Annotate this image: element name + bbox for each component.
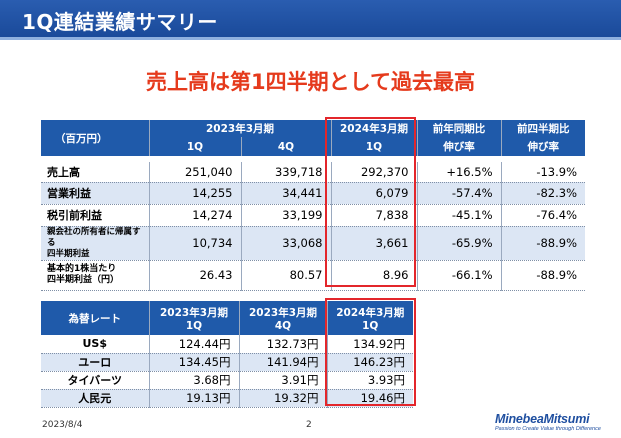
fx-col3-header: 2024年3月期 1Q — [327, 301, 413, 335]
fx-col2-line1: 2023年3月期 — [248, 306, 318, 319]
row-label-line1: 親会社の所有者に帰属する — [47, 226, 141, 248]
currency-label: 人民元 — [41, 389, 150, 408]
qoq-sub-header: 伸び率 — [501, 137, 585, 156]
cell-value: -65.9% — [417, 226, 502, 261]
fy2024-q1-header: 1Q — [331, 137, 418, 156]
yoy-header: 前年同期比 — [417, 120, 502, 137]
table-row: 営業利益 14,255 34,441 6,079 -57.4% -82.3% — [41, 182, 585, 205]
row-label-line2: 四半期利益 — [47, 248, 90, 259]
company-logo: MinebeaMitsumi Passion to Create Value t… — [495, 412, 611, 432]
table-row: タイバーツ 3.68円 3.91円 3.93円 — [41, 371, 413, 390]
fy2023-header: 2023年3月期 — [149, 120, 332, 137]
cell-value: 80.57 — [241, 260, 332, 291]
fx-label-header: 為替レート — [41, 301, 150, 335]
cell-value: 134.92円 — [327, 335, 413, 354]
fx-col2-header: 2023年3月期 4Q — [239, 301, 328, 335]
currency-label: US$ — [41, 335, 150, 354]
row-label: 親会社の所有者に帰属する 四半期利益 — [41, 226, 150, 261]
title-bar: 1Q連結業績サマリー — [0, 0, 621, 40]
table-row: ユーロ 134.45円 141.94円 146.23円 — [41, 353, 413, 372]
cell-value: 33,068 — [241, 226, 332, 261]
cell-value: 8.96 — [331, 260, 418, 291]
headline: 売上高は第1四半期として過去最高 — [146, 70, 475, 94]
table-row: 人民元 19.13円 19.32円 19.46円 — [41, 389, 413, 408]
fy2023-q1-header: 1Q — [149, 137, 242, 156]
row-label-line1: 基本的1株当たり — [47, 264, 117, 274]
qoq-header: 前四半期比 — [501, 120, 585, 137]
cell-value: 19.32円 — [239, 389, 328, 408]
cell-value: -13.9% — [501, 162, 585, 183]
cell-value: 339,718 — [241, 162, 332, 183]
logo-tagline: Passion to Create Value through Differen… — [495, 426, 601, 432]
cell-value: 124.44円 — [149, 335, 240, 354]
cell-value: 251,040 — [149, 162, 242, 183]
cell-value: 3.93円 — [327, 371, 413, 390]
cell-value: -82.3% — [501, 182, 585, 205]
fx-col3-line1: 2024年3月期 — [336, 306, 405, 319]
row-label: 基本的1株当たり 四半期利益（円） — [41, 260, 150, 291]
currency-label: ユーロ — [41, 353, 150, 372]
table-row: 税引前利益 14,274 33,199 7,838 -45.1% -76.4% — [41, 204, 585, 227]
fx-col2-line2: 4Q — [274, 319, 292, 332]
cell-value: 14,274 — [149, 204, 242, 227]
cell-value: 10,734 — [149, 226, 242, 261]
row-label: 営業利益 — [41, 182, 150, 205]
cell-value: 132.73円 — [239, 335, 328, 354]
row-label-line2: 四半期利益（円） — [47, 275, 120, 285]
cell-value: -88.9% — [501, 226, 585, 261]
cell-value: 33,199 — [241, 204, 332, 227]
fx-col3-line2: 1Q — [362, 319, 379, 332]
cell-value: -88.9% — [501, 260, 585, 291]
cell-value: 6,079 — [331, 182, 418, 205]
row-label: 売上高 — [41, 162, 150, 183]
cell-value: 146.23円 — [327, 353, 413, 372]
cell-value: 141.94円 — [239, 353, 328, 372]
cell-value: -45.1% — [417, 204, 502, 227]
cell-value: -66.1% — [417, 260, 502, 291]
table-row: 売上高 251,040 339,718 292,370 +16.5% -13.9… — [41, 162, 585, 183]
cell-value: 19.13円 — [149, 389, 240, 408]
page-number: 2 — [306, 420, 312, 430]
fy2023-q4-header: 4Q — [241, 137, 332, 156]
cell-value: 3.68円 — [149, 371, 240, 390]
cell-value: 292,370 — [331, 162, 418, 183]
cell-value: +16.5% — [417, 162, 502, 183]
cell-value: -57.4% — [417, 182, 502, 205]
fy2024-header: 2024年3月期 — [331, 120, 418, 137]
table-row: 基本的1株当たり 四半期利益（円） 26.43 80.57 8.96 -66.1… — [41, 260, 585, 291]
table-row: 親会社の所有者に帰属する 四半期利益 10,734 33,068 3,661 -… — [41, 226, 585, 261]
fx-rate-table: 為替レート 2023年3月期 1Q 2023年3月期 4Q 2024年3月期 1… — [41, 301, 413, 408]
yoy-sub-header: 伸び率 — [417, 137, 502, 156]
fx-col1-header: 2023年3月期 1Q — [149, 301, 240, 335]
currency-label: タイバーツ — [41, 371, 150, 390]
cell-value: 14,255 — [149, 182, 242, 205]
footer-date: 2023/8/4 — [42, 420, 83, 430]
cell-value: 134.45円 — [149, 353, 240, 372]
fx-col1-line1: 2023年3月期 — [159, 306, 229, 319]
row-label: 税引前利益 — [41, 204, 150, 227]
cell-value: 3,661 — [331, 226, 418, 261]
cell-value: 19.46円 — [327, 389, 413, 408]
logo-brand: MinebeaMitsumi — [495, 412, 590, 426]
cell-value: 3.91円 — [239, 371, 328, 390]
table-row: US$ 124.44円 132.73円 134.92円 — [41, 335, 413, 354]
unit-label: （百万円） — [41, 120, 150, 156]
financial-summary-table: （百万円） 2023年3月期 2024年3月期 前年同期比 前四半期比 1Q 4… — [41, 120, 585, 291]
cell-value: 26.43 — [149, 260, 242, 291]
slide-title: 1Q連結業績サマリー — [22, 10, 218, 34]
fx-col1-line2: 1Q — [185, 319, 203, 332]
cell-value: -76.4% — [501, 204, 585, 227]
cell-value: 34,441 — [241, 182, 332, 205]
cell-value: 7,838 — [331, 204, 418, 227]
